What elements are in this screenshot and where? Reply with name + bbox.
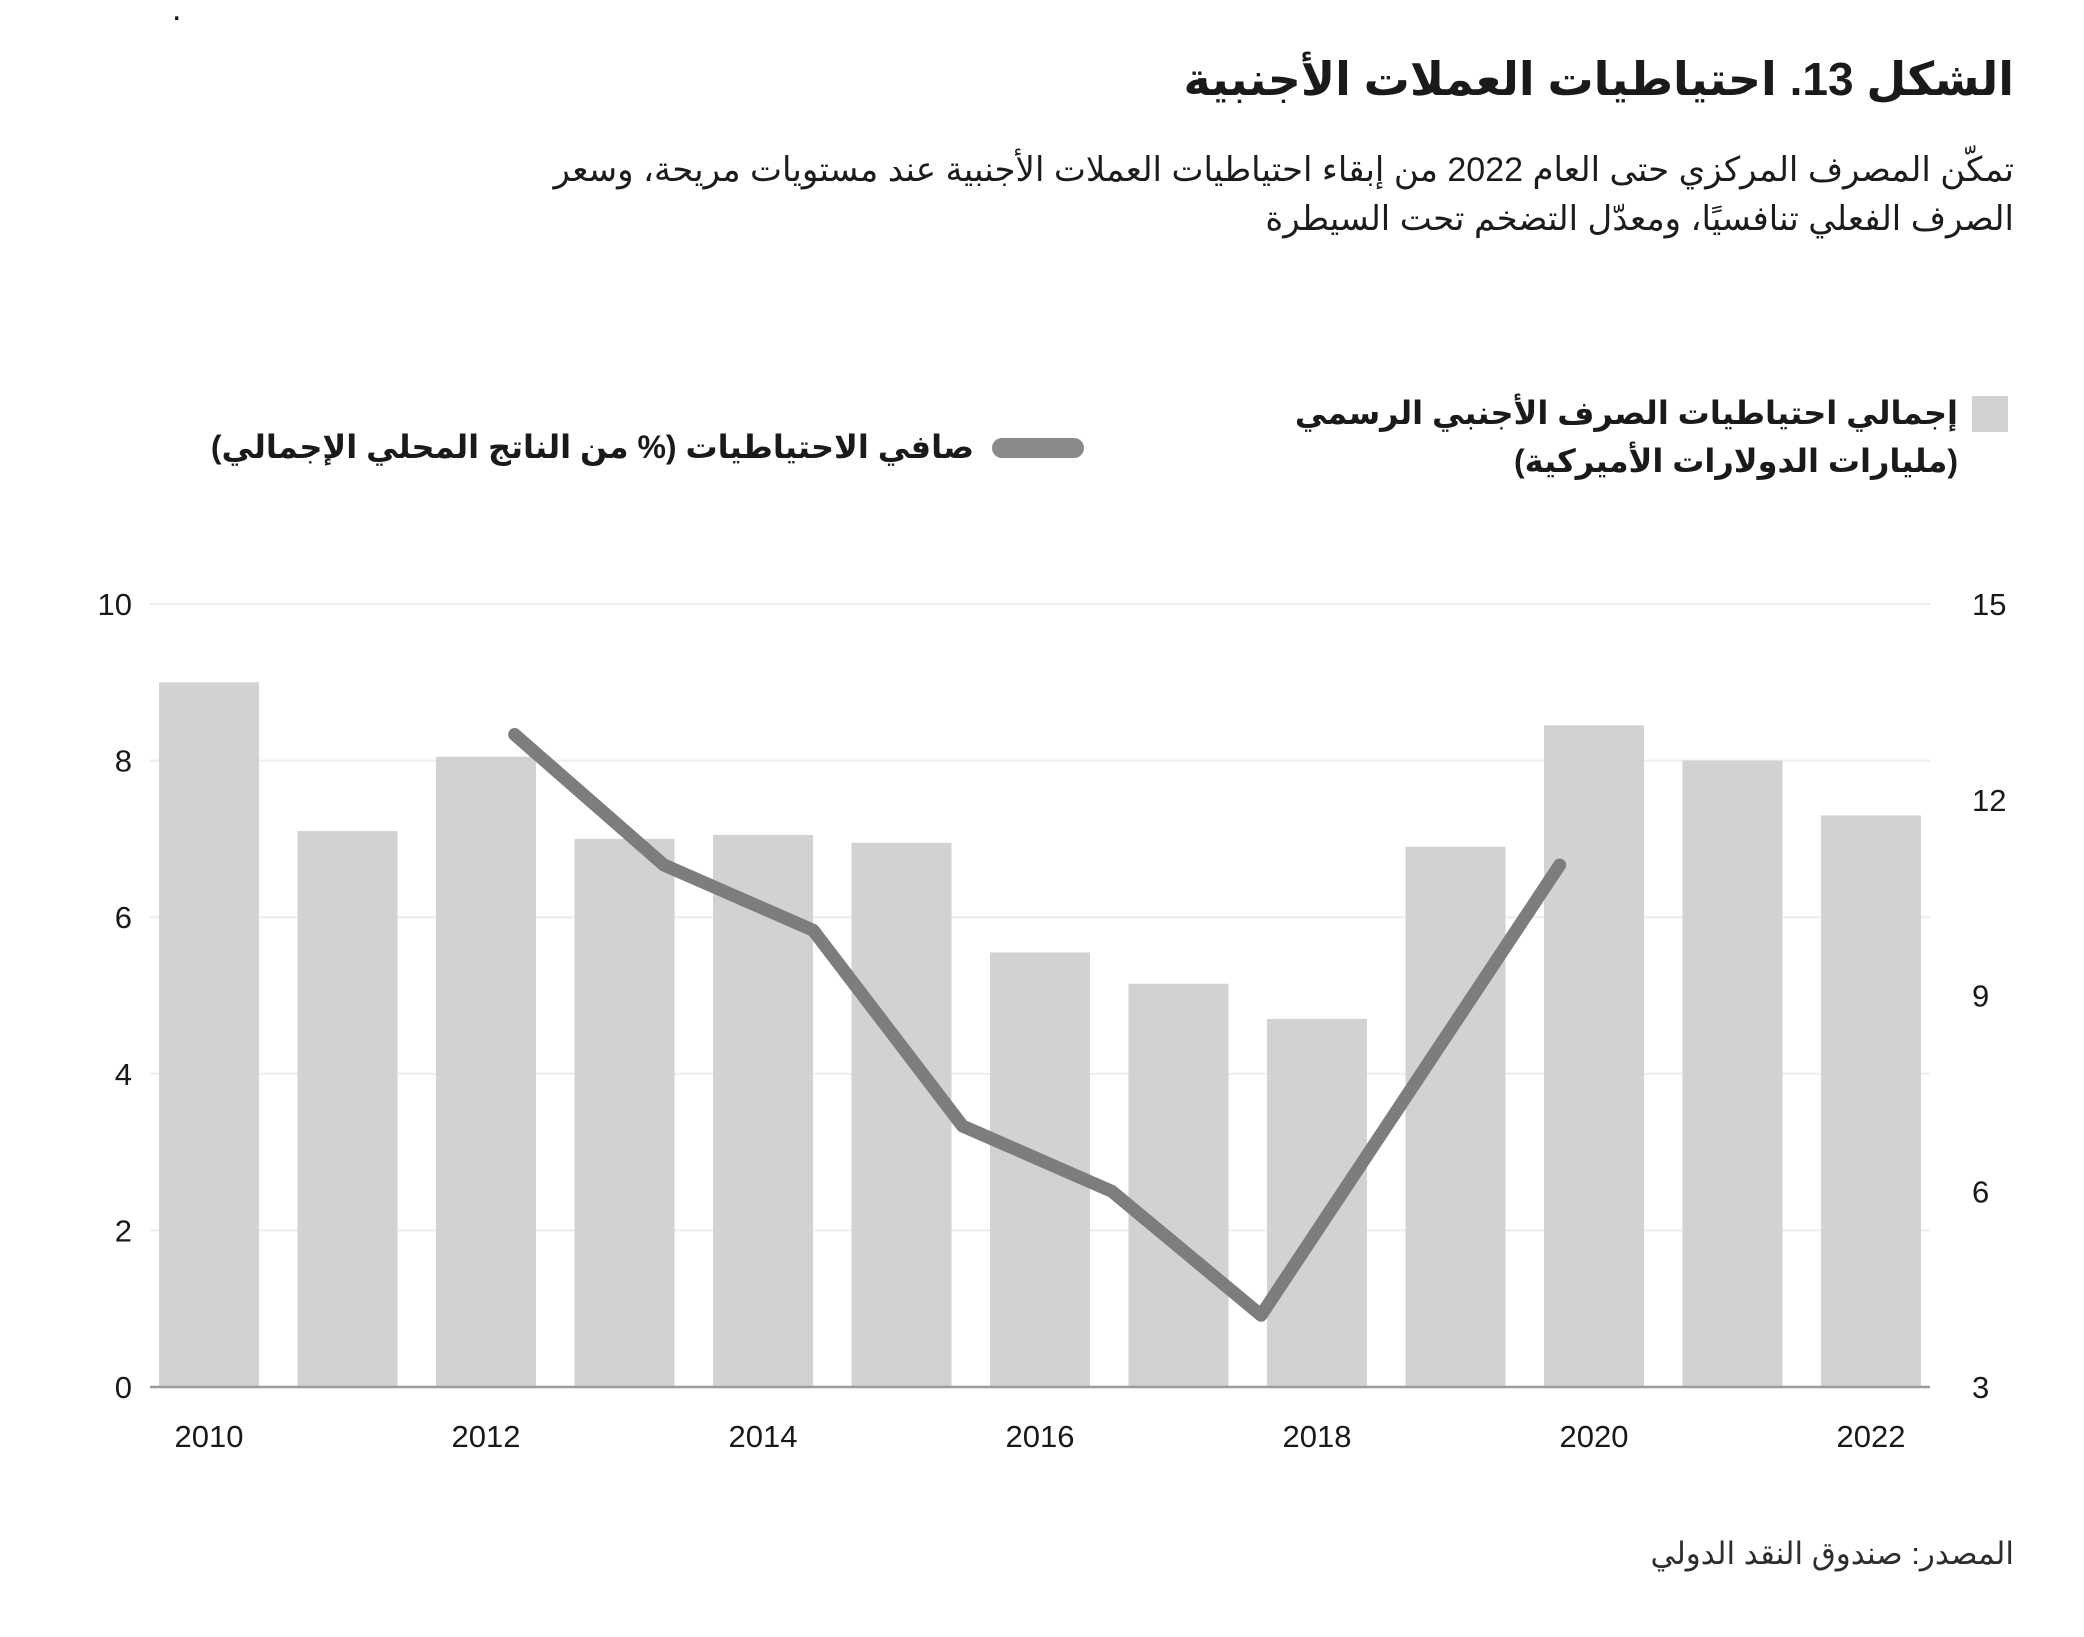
right-tick-12: 12 <box>1972 783 2006 818</box>
bar-2013 <box>574 838 675 1387</box>
source-note: المصدر: صندوق النقد الدولي <box>1650 1536 2014 1571</box>
bar-series-label: إجمالي احتياطيات الصرف الأجنبي الرسمي (م… <box>900 389 1958 485</box>
right-tick-6: 6 <box>1972 1174 1989 1209</box>
bar-series-swatch <box>1972 396 2008 432</box>
right-tick-3: 3 <box>1972 1370 1989 1405</box>
subtitle-line-1: تمكّن المصرف المركزي حتى العام 2022 من إ… <box>553 151 2015 189</box>
subtitle-line-2: الصرف الفعلي تنافسيًا، ومعدّل التضخم تحت… <box>1265 200 2014 238</box>
bar-2022 <box>1821 815 1921 1387</box>
bar-2019 <box>1405 846 1506 1387</box>
net-reserves-line <box>508 728 1567 1322</box>
x-tick-2022: 2022 <box>1837 1419 1906 1454</box>
x-tick-2014: 2014 <box>729 1419 798 1454</box>
bar-2017 <box>1128 983 1229 1387</box>
x-tick-2012: 2012 <box>452 1419 521 1454</box>
left-tick-10: 10 <box>98 587 132 622</box>
x-tick-2010: 2010 <box>175 1419 244 1454</box>
bar-2011 <box>297 831 398 1387</box>
left-tick-0: 0 <box>115 1370 132 1405</box>
x-tick-2016: 2016 <box>1006 1419 1075 1454</box>
left-tick-4: 4 <box>115 1057 132 1092</box>
figure-title: الشكل 13. احتياطيات العملات الأجنبية <box>1183 53 2015 105</box>
figure-subtitle: تمكّن المصرف المركزي حتى العام 2022 من إ… <box>70 146 2015 244</box>
stray-dot: . <box>172 0 182 28</box>
left-tick-2: 2 <box>115 1213 132 1248</box>
right-tick-15: 15 <box>1972 587 2006 622</box>
bar-2015 <box>851 842 952 1387</box>
bar-2021 <box>1682 760 1783 1387</box>
left-tick-6: 6 <box>115 900 132 935</box>
x-tick-2020: 2020 <box>1560 1419 1629 1454</box>
bar-2010 <box>159 682 259 1387</box>
bar-2012 <box>436 756 536 1387</box>
right-tick-9: 9 <box>1972 979 1989 1014</box>
bar-2020 <box>1544 725 1644 1387</box>
bar-series-label-line-1: إجمالي احتياطيات الصرف الأجنبي الرسمي <box>1294 395 1958 431</box>
line-series-swatch <box>992 438 1084 458</box>
x-tick-2018: 2018 <box>1283 1419 1352 1454</box>
line-series-label: صافي الاحتياطيات (% من الناتج المحلي الإ… <box>210 429 974 465</box>
left-tick-8: 8 <box>115 744 132 779</box>
bar-series-label-line-2: (مليارات الدولارات الأميركية) <box>1514 443 1958 479</box>
bar-2018 <box>1267 1018 1367 1387</box>
